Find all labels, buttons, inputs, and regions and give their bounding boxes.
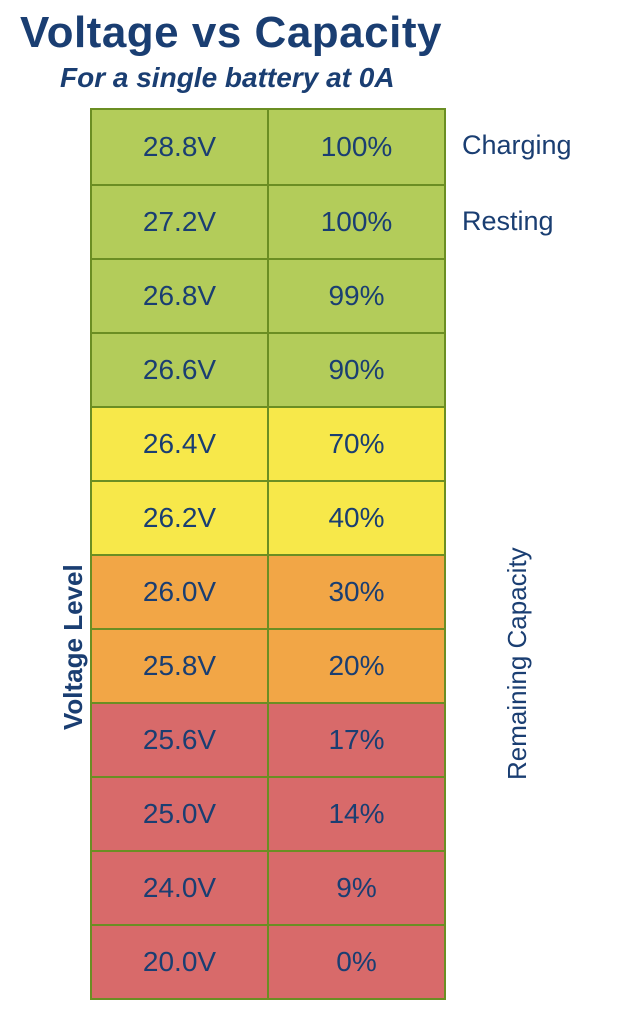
capacity-cell: 0% — [269, 926, 444, 998]
voltage-cell: 28.8V — [92, 110, 269, 184]
voltage-cell: 26.4V — [92, 408, 269, 480]
voltage-cell: 26.2V — [92, 482, 269, 554]
capacity-cell: 90% — [269, 334, 444, 406]
capacity-cell: 30% — [269, 556, 444, 628]
capacity-cell: 70% — [269, 408, 444, 480]
right-axis-label: Remaining Capacity — [502, 547, 533, 780]
table-row: 26.4V70% — [92, 406, 444, 480]
table-row: 25.6V17% — [92, 702, 444, 776]
voltage-cell: 25.0V — [92, 778, 269, 850]
chart-title: Voltage vs Capacity — [20, 8, 442, 58]
table-row: 26.0V30% — [92, 554, 444, 628]
capacity-cell: 14% — [269, 778, 444, 850]
table-row: 25.0V14% — [92, 776, 444, 850]
capacity-cell: 40% — [269, 482, 444, 554]
table-row: 20.0V0% — [92, 924, 444, 998]
left-axis-label: Voltage Level — [58, 564, 89, 730]
capacity-cell: 17% — [269, 704, 444, 776]
voltage-cell: 24.0V — [92, 852, 269, 924]
voltage-cell: 26.6V — [92, 334, 269, 406]
table-row: 26.2V40% — [92, 480, 444, 554]
capacity-cell: 100% — [269, 186, 444, 258]
voltage-capacity-table: 28.8V100%27.2V100%26.8V99%26.6V90%26.4V7… — [90, 108, 446, 1000]
capacity-cell: 100% — [269, 110, 444, 184]
capacity-cell: 9% — [269, 852, 444, 924]
voltage-cell: 25.6V — [92, 704, 269, 776]
table-row: 26.6V90% — [92, 332, 444, 406]
chart-subtitle: For a single battery at 0A — [60, 62, 395, 94]
status-label: Charging — [462, 130, 572, 161]
table-row: 26.8V99% — [92, 258, 444, 332]
table-row: 25.8V20% — [92, 628, 444, 702]
status-label: Resting — [462, 206, 554, 237]
voltage-cell: 20.0V — [92, 926, 269, 998]
table-row: 28.8V100% — [92, 110, 444, 184]
capacity-cell: 20% — [269, 630, 444, 702]
voltage-cell: 27.2V — [92, 186, 269, 258]
voltage-cell: 25.8V — [92, 630, 269, 702]
capacity-cell: 99% — [269, 260, 444, 332]
voltage-cell: 26.8V — [92, 260, 269, 332]
table-row: 27.2V100% — [92, 184, 444, 258]
table-row: 24.0V9% — [92, 850, 444, 924]
voltage-cell: 26.0V — [92, 556, 269, 628]
